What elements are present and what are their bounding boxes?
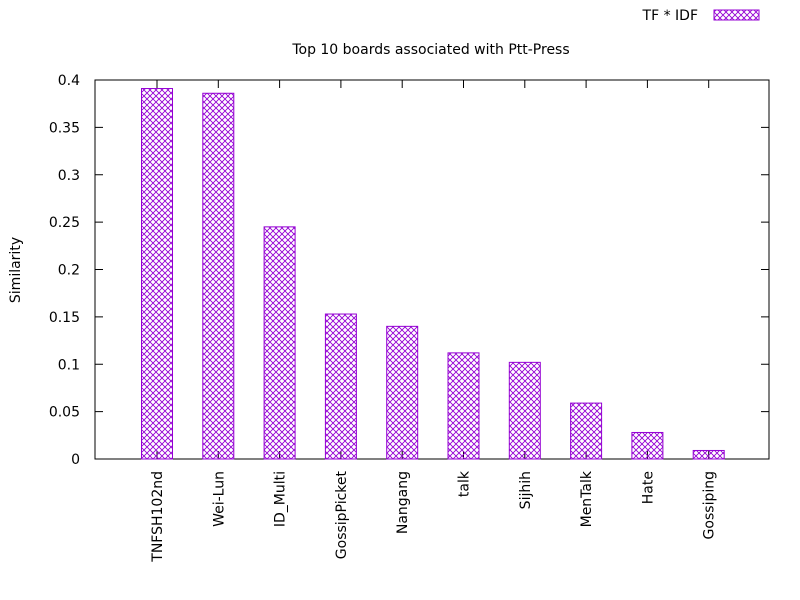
y-tick-label: 0.25 — [49, 215, 80, 231]
x-tick-label: ID_Multi — [273, 471, 289, 527]
bar-nangang — [386, 325, 419, 460]
plot-area: 0 0.05 0.1 0.15 0.2 0.25 0.3 0.35 0.4 TNFSH102nd W… — [49, 73, 770, 563]
x-tick-label: Gossiping — [702, 471, 718, 539]
y-tick-label: 0.35 — [49, 120, 80, 136]
y-tick-label: 0 — [71, 452, 80, 468]
x-tick-label: Hate — [640, 471, 656, 504]
bar-hate — [631, 431, 664, 460]
y-tick-label: 0.2 — [58, 263, 80, 279]
bar-gossippicket — [324, 313, 357, 460]
plot-frame — [94, 79, 770, 460]
y-tick-label: 0.05 — [49, 405, 80, 421]
legend-swatch — [713, 9, 760, 21]
x-tick-label: Nangang — [395, 471, 411, 534]
x-tick-label: TNFSH102nd — [150, 471, 166, 563]
y-tick-label: 0.3 — [58, 168, 80, 184]
bar-tnfsh102nd — [141, 88, 173, 460]
y-axis-title: Similarity — [8, 237, 24, 303]
bar-id-multi — [263, 226, 296, 460]
y-tick-label: 0.4 — [58, 73, 80, 89]
bar-sijhih — [508, 361, 541, 460]
bar-gossiping — [692, 449, 725, 460]
y-tick-label: 0.1 — [58, 357, 80, 373]
bar-mentalk — [570, 402, 603, 460]
x-tick-label: talk — [457, 470, 473, 497]
chart-title: Top 10 boards associated with Ptt-Press — [291, 42, 569, 58]
bar-talk — [447, 352, 480, 460]
y-tick-label: 0.15 — [49, 310, 80, 326]
bar-wei-lun — [202, 92, 235, 460]
x-tick-label: Sijhih — [518, 471, 534, 509]
x-tick-label: GossipPicket — [334, 470, 350, 559]
x-tick-label: Wei-Lun — [211, 471, 227, 527]
legend-label: TF * IDF — [642, 8, 698, 24]
x-tick-label: MenTalk — [579, 470, 595, 527]
legend: TF * IDF — [642, 8, 760, 24]
